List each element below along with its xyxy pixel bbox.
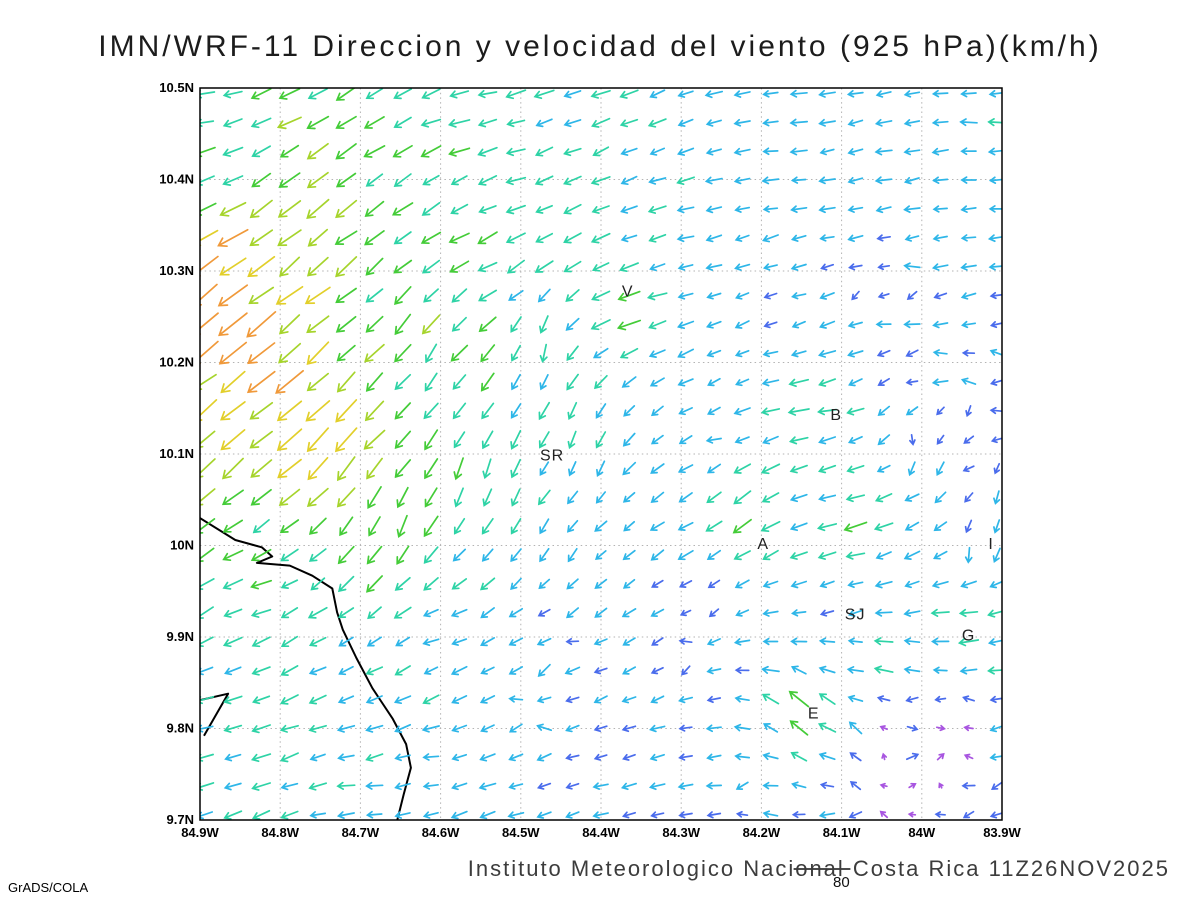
caption: Instituto Meteorologico Nacional Costa R…: [467, 856, 1170, 881]
x-tick-label: 84W: [908, 825, 935, 840]
x-tick-label: 84.6W: [422, 825, 460, 840]
y-axis-labels: 10.5N 10.4N 10.3N 10.2N 10.1N 10N 9.9N 9.8N 9.7N: [159, 80, 194, 827]
y-tick-label: 10.3N: [159, 263, 194, 278]
grid: [199, 87, 1003, 821]
x-tick-label: 84.5W: [502, 825, 540, 840]
y-tick-label: 10.4N: [159, 172, 194, 187]
y-tick-label: 9.8N: [167, 721, 194, 736]
x-tick-label: 84.8W: [261, 825, 299, 840]
station-label-B: B: [830, 407, 842, 424]
station-label-SR: SR: [540, 447, 564, 464]
station-label-SJ: SJ: [845, 607, 866, 624]
y-tick-label: 10.5N: [159, 80, 194, 95]
station-label-A: A: [757, 536, 769, 553]
y-tick-label: 9.9N: [167, 629, 194, 644]
wind-vectors: [200, 88, 1002, 820]
x-tick-label: 84.9W: [181, 825, 219, 840]
y-tick-label: 10N: [170, 538, 194, 553]
x-tick-label: 84.4W: [582, 825, 620, 840]
y-tick-label: 9.7N: [167, 812, 194, 827]
x-tick-label: 84.2W: [743, 825, 781, 840]
x-tick-label: 84.7W: [342, 825, 380, 840]
y-tick-label: 10.2N: [159, 355, 194, 370]
station-label-V: V: [622, 284, 634, 301]
x-tick-label: 84.3W: [662, 825, 700, 840]
x-tick-label: 84.1W: [823, 825, 861, 840]
x-axis-labels: 84.9W 84.8W 84.7W 84.6W 84.5W 84.4W 84.3W 84.2W…: [181, 825, 1021, 840]
station-label-G: G: [962, 628, 975, 645]
station-label-E: E: [808, 705, 820, 722]
grads-credit: GrADS/COLA: [8, 880, 89, 895]
plot-frame: [199, 87, 1003, 821]
reference-vector-label: 80: [833, 874, 850, 891]
station-label-I: I: [988, 536, 993, 553]
station-labels: V SR B A SJ G E I: [540, 284, 993, 723]
y-tick-label: 10.1N: [159, 446, 194, 461]
chart-title: IMN/WRF-11 Direccion y velocidad del vie…: [98, 30, 1102, 63]
x-tick-label: 83.9W: [983, 825, 1021, 840]
